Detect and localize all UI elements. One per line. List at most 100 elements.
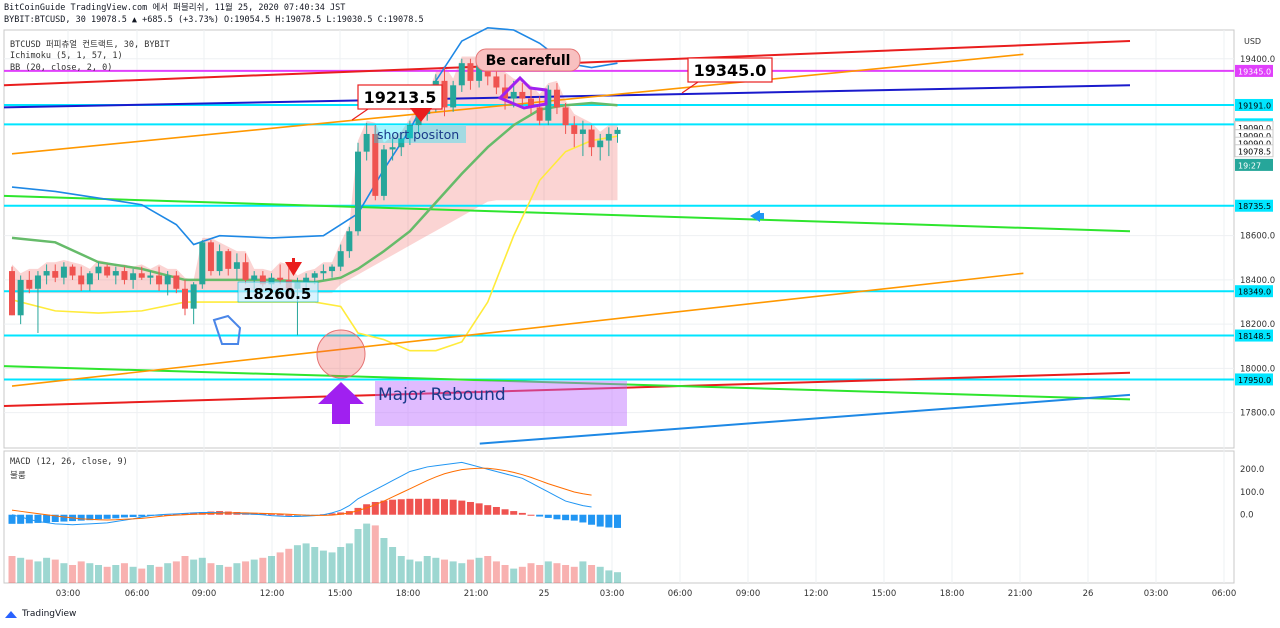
price-tag <box>1235 199 1273 212</box>
candle-body <box>251 275 258 280</box>
macd-histogram-bar <box>103 514 111 519</box>
volume-bar <box>207 563 215 583</box>
volume-bar <box>216 565 224 583</box>
macd-line <box>11 461 592 526</box>
candle-body <box>562 107 569 126</box>
macd-histogram-bar <box>138 514 146 517</box>
volume-bar <box>224 566 232 583</box>
volume-bar <box>43 557 51 583</box>
macd-histogram-bar <box>562 514 570 521</box>
macd-histogram-bar <box>112 514 120 519</box>
macd-histogram-bar <box>95 514 102 520</box>
price-tag-label: 19191.0 <box>1238 101 1271 110</box>
legend-bb[interactable]: BB (20, close, 2, 0) <box>10 63 113 73</box>
x-tick-label: 12:00 <box>260 589 285 599</box>
macd-histogram-bar <box>492 506 500 515</box>
macd-histogram-bar <box>120 514 128 518</box>
price-tag-label: 18349.0 <box>1238 288 1271 297</box>
macd-histogram-bar <box>501 509 509 515</box>
macd-histogram-bar <box>484 505 492 515</box>
x-tick-label: 12:00 <box>804 589 829 599</box>
volume-bar <box>484 556 492 583</box>
candle-body <box>355 151 361 232</box>
candle-body <box>311 273 318 278</box>
volume-bar <box>259 557 267 583</box>
legend-macd-sub: 불룸 <box>10 471 26 481</box>
candle-body <box>26 279 33 289</box>
candle-body <box>493 76 500 88</box>
ichimoku-cloud <box>12 56 618 294</box>
volume-bar <box>406 559 414 583</box>
x-tick-label: 15:00 <box>328 589 353 599</box>
candle-body <box>156 275 163 285</box>
macd-histogram-bar <box>60 514 68 522</box>
indicator-tenkan <box>11 101 618 284</box>
volume-bar <box>363 523 371 583</box>
major-rebound-box <box>375 381 627 426</box>
macd-histogram-bar <box>588 514 596 525</box>
legend-ichimoku[interactable]: Ichimoku (5, 1, 57, 1) <box>10 51 123 61</box>
candle-body <box>597 140 604 148</box>
volume-bar <box>423 556 431 583</box>
candle-body <box>182 288 188 309</box>
candle-body <box>164 275 171 285</box>
header-line-2: BYBIT:BTCUSD, 30 19078.5 ▲ +685.5 (+3.73… <box>4 15 424 25</box>
macd-histogram-bar <box>276 514 284 516</box>
legend-macd[interactable]: MACD (12, 26, close, 9) <box>10 457 128 467</box>
candle-body <box>510 91 517 99</box>
macd-histogram-bar <box>371 501 379 515</box>
candle-body <box>207 242 214 272</box>
footer-brand[interactable]: TradingView <box>4 609 76 619</box>
price-tag-label: 19345.0 <box>1238 67 1271 76</box>
y-tick-label: 18200.0 <box>1240 320 1275 330</box>
macd-y-tick-label: 200.0 <box>1240 465 1264 475</box>
price-tag <box>1235 329 1273 342</box>
candle-body <box>458 63 465 86</box>
indicator-kijun <box>11 272 1024 387</box>
volume-bar <box>319 550 327 583</box>
macd-histogram-bar <box>415 498 423 515</box>
candle-body <box>553 89 560 108</box>
volume-bar <box>345 543 353 583</box>
rebound-circle <box>316 329 366 379</box>
candle-body <box>329 266 336 272</box>
macd-histogram-bar <box>614 514 621 528</box>
volume-bar <box>69 565 77 583</box>
macd-histogram-bar <box>441 499 448 515</box>
volume-bar <box>588 565 596 583</box>
macd-histogram-bar <box>579 514 587 523</box>
volume-bar <box>268 556 275 583</box>
candle-body <box>614 129 621 134</box>
candle-body <box>138 273 145 278</box>
volume-bar <box>466 559 474 583</box>
candle-body <box>545 89 552 121</box>
macd-histogram-bar <box>8 514 16 524</box>
candle-body <box>242 262 249 280</box>
x-tick-label: 06:00 <box>1212 589 1237 599</box>
indicator-bb_lower <box>11 135 618 352</box>
trendline <box>3 365 1131 401</box>
candle-body <box>52 271 59 278</box>
price-tag <box>1235 158 1273 171</box>
price-tag <box>1235 98 1273 111</box>
y-tick-label: 17800.0 <box>1240 409 1275 419</box>
candle-body <box>69 266 76 276</box>
x-tick-label: 03:00 <box>56 589 81 599</box>
callout-18260-text: 18260.5 <box>243 285 311 303</box>
candle-body <box>337 251 344 267</box>
candle-body <box>380 149 387 196</box>
volume-bar <box>25 559 33 583</box>
x-tick-label: 21:00 <box>1008 589 1033 599</box>
volume-bar <box>172 561 180 583</box>
volume-bar <box>397 556 405 583</box>
candle-body <box>389 147 396 150</box>
volume-bar <box>475 557 483 583</box>
macd-histogram-bar <box>34 514 42 523</box>
callout-19213-text: 19213.5 <box>364 88 437 107</box>
macd-histogram-bar <box>337 512 345 515</box>
y-tick-label: 18600.0 <box>1240 232 1275 242</box>
price-tag-label: 18735.5 <box>1238 202 1271 211</box>
volume-bar <box>614 572 621 583</box>
x-tick-label: 03:00 <box>600 589 625 599</box>
volume-bar <box>579 561 587 583</box>
